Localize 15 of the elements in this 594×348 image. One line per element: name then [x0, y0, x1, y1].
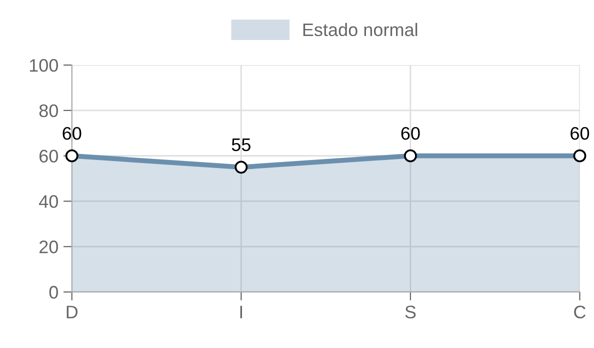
legend-label: Estado normal	[303, 22, 418, 36]
y-tick-label: 60	[40, 150, 58, 163]
y-tick-label: 80	[39, 104, 58, 118]
x-tick-label: D	[66, 306, 78, 318]
y-tick-label: 0	[49, 286, 58, 299]
data-label: 55	[232, 138, 250, 152]
x-tick-label: C	[574, 306, 586, 318]
x-tick-label: S	[405, 306, 416, 318]
data-label: 60	[62, 126, 82, 140]
y-tick-label: 40	[39, 195, 58, 208]
data-label: 60	[401, 126, 420, 140]
data-label: 60	[570, 126, 590, 140]
y-tick-label: 20	[40, 240, 58, 254]
y-tick-label: 100	[30, 59, 58, 72]
x-tick-label: I	[240, 306, 242, 318]
